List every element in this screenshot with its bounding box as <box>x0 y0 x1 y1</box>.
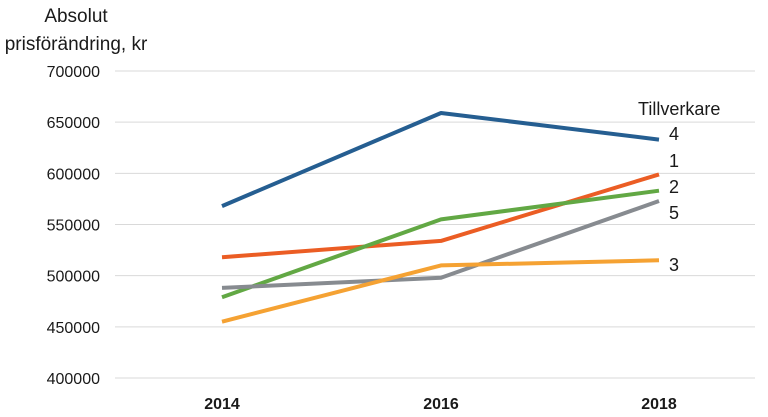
legend-title: Tillverkare <box>638 99 720 119</box>
y-axis-ticks: 400000 450000 500000 550000 600000 650000 7000… <box>47 64 100 388</box>
y-axis-title-line-1: Absolut <box>44 6 108 27</box>
gridlines <box>115 70 755 379</box>
series-line-2 <box>221 188 660 300</box>
y-tick-label: 400000 <box>47 371 100 388</box>
y-axis-title: Absolut prisförändring, kr <box>5 6 148 55</box>
series-line-4 <box>221 111 660 208</box>
x-axis-ticks: 2014 2016 2018 <box>204 396 677 413</box>
y-tick-label: 650000 <box>47 115 100 132</box>
series-label-5: 5 <box>669 203 679 223</box>
series-label-4: 4 <box>669 124 679 144</box>
y-tick-label: 700000 <box>47 64 100 81</box>
series-lines <box>221 111 660 324</box>
x-tick-label: 2014 <box>204 396 240 413</box>
series-label-3: 3 <box>669 255 679 275</box>
series-end-labels: 4 1 2 5 3 <box>669 124 679 275</box>
series-line-3 <box>221 258 660 324</box>
y-tick-label: 450000 <box>47 320 100 337</box>
y-tick-label: 550000 <box>47 218 100 235</box>
x-tick-label: 2016 <box>423 396 459 413</box>
series-line-1 <box>221 172 660 260</box>
series-label-1: 1 <box>669 151 679 171</box>
series-line-5 <box>221 199 660 290</box>
y-axis-title-line-2: prisförändring, kr <box>5 34 148 55</box>
y-tick-label: 500000 <box>47 269 100 286</box>
series-label-2: 2 <box>669 177 679 197</box>
y-tick-label: 600000 <box>47 166 100 183</box>
x-tick-label: 2018 <box>641 396 677 413</box>
